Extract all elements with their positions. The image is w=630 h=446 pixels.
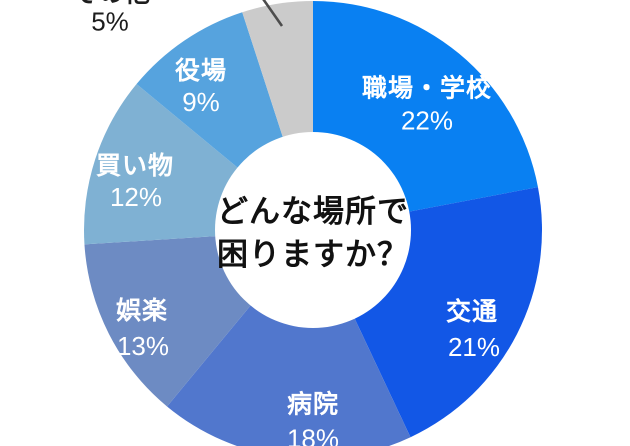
leader-line-others	[262, 0, 284, 27]
center-question-line1: どんな場所で	[217, 194, 409, 229]
donut-hole	[215, 132, 411, 328]
donut-slice-hospital	[167, 230, 411, 446]
center-question: どんな場所で 困りますか？	[217, 190, 409, 276]
center-question-line2: 困りますか？	[217, 237, 409, 272]
